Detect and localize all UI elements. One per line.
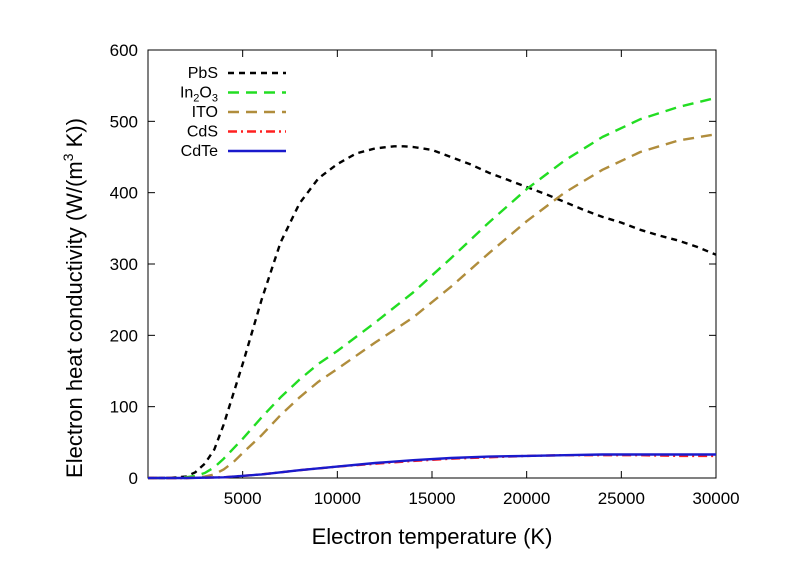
y-tick-label: 100 xyxy=(110,398,138,417)
x-tick-label: 5000 xyxy=(224,489,262,508)
y-tick-label: 600 xyxy=(110,41,138,60)
legend-label-1: In2O3 xyxy=(180,85,218,105)
y-axis-label-superscript: 3 xyxy=(60,153,76,161)
y-axis-label: Electron heat conductivity (W/(m3 K)) xyxy=(60,118,87,478)
legend-label-4: CdTe xyxy=(181,143,218,160)
x-tick-label: 10000 xyxy=(314,489,361,508)
series-line-2 xyxy=(148,133,717,480)
y-tick-label: 300 xyxy=(110,255,138,274)
series-line-1 xyxy=(148,96,717,480)
x-tick-label: 25000 xyxy=(598,489,645,508)
y-tick-label: 0 xyxy=(129,469,138,488)
legend-label-3: CdS xyxy=(187,124,218,141)
series-line-4 xyxy=(148,453,716,480)
y-tick-label: 200 xyxy=(110,326,138,345)
x-tick-label: 20000 xyxy=(503,489,550,508)
y-axis-label-main: Electron heat conductivity (W/(m xyxy=(62,161,87,478)
x-tick-label: 15000 xyxy=(408,489,455,508)
y-axis-label-tail: K)) xyxy=(62,118,87,153)
y-tick-label: 500 xyxy=(110,112,138,131)
series-line-0 xyxy=(148,145,717,480)
series-lines xyxy=(148,96,717,480)
legend-label-0: PbS xyxy=(188,65,218,82)
legend-label-2: ITO xyxy=(192,104,218,121)
plot-border xyxy=(147,49,717,479)
axis-ticks: 5000 10000 15000 20000 25000 30000 0 100 200 300 4… xyxy=(110,41,740,508)
y-tick-label: 400 xyxy=(110,184,138,203)
plot-frame xyxy=(147,49,717,479)
x-axis-label: Electron temperature (K) xyxy=(312,524,553,549)
x-tick-label: 30000 xyxy=(692,489,739,508)
